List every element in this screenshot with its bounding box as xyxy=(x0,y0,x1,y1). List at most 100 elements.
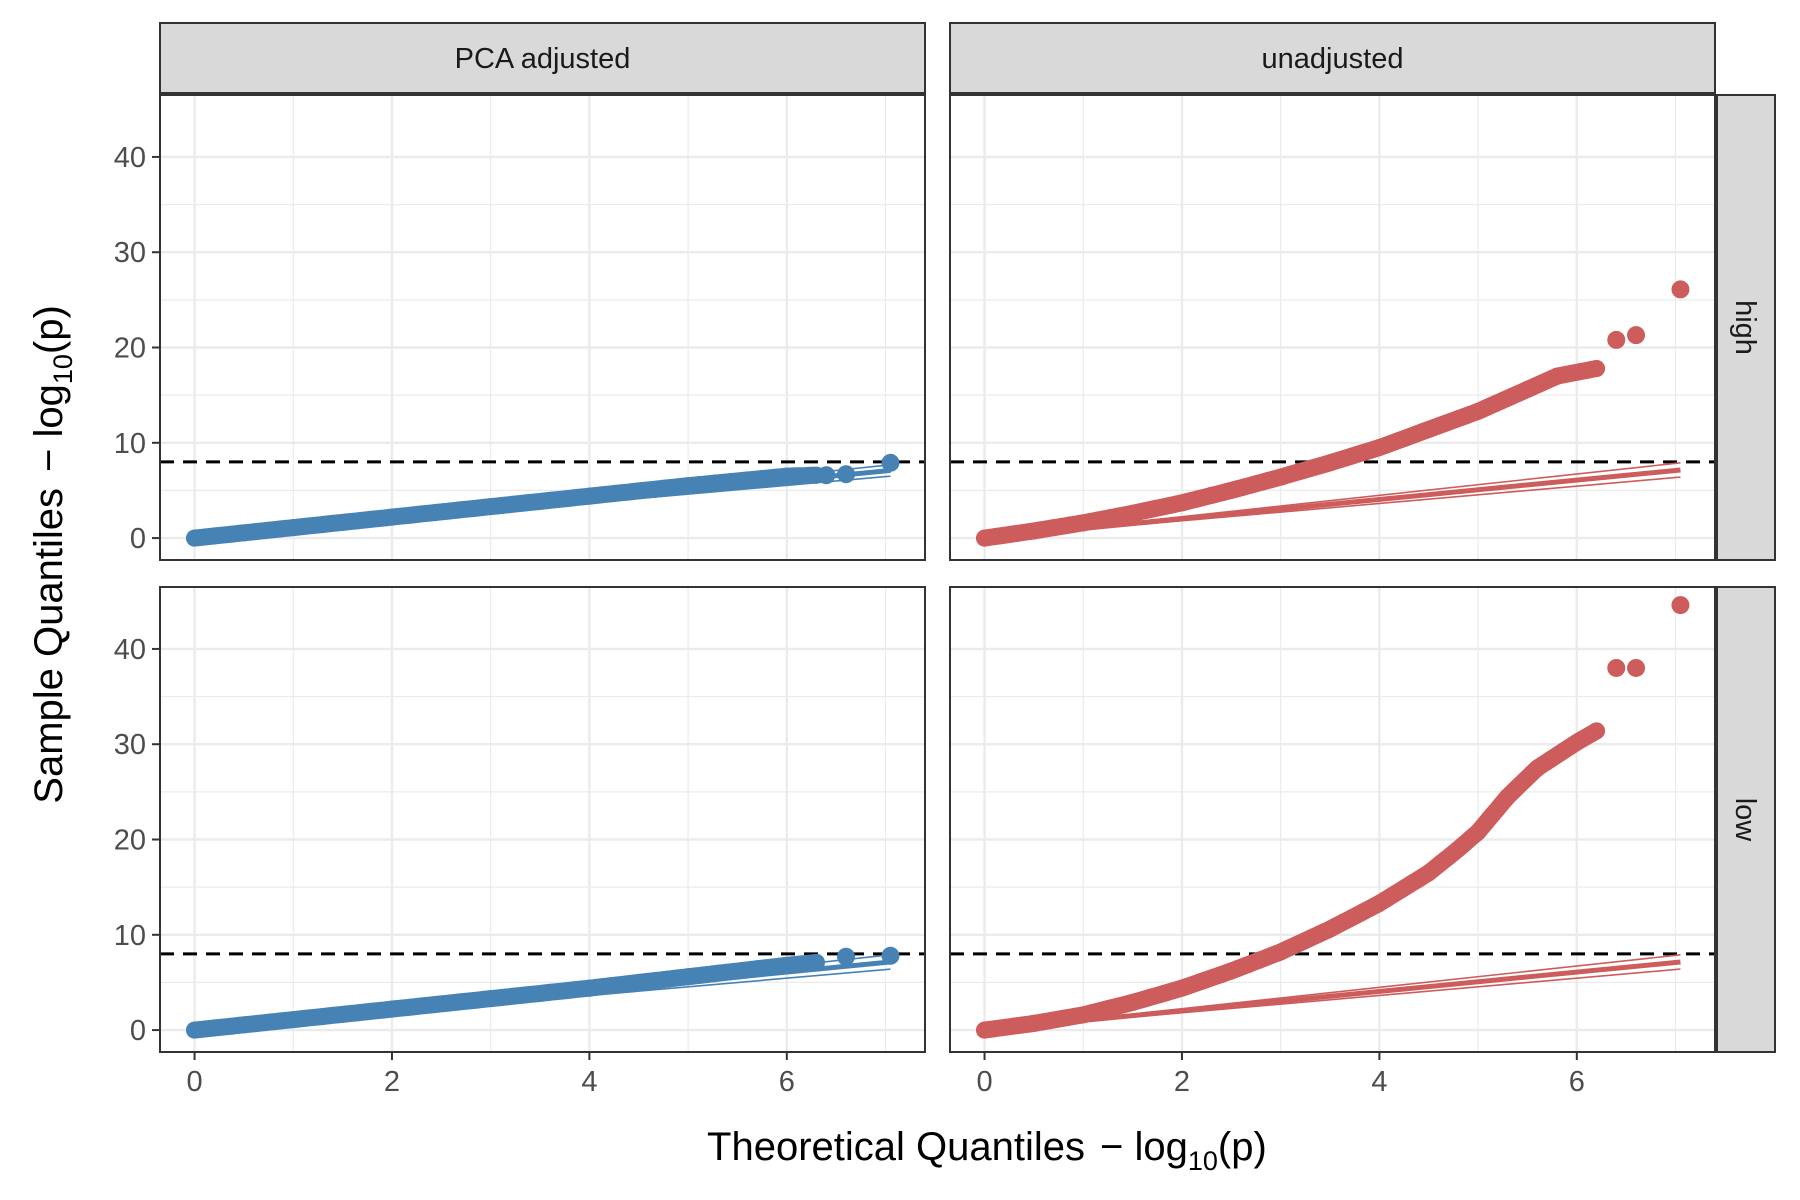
data-point xyxy=(1370,894,1388,912)
strip-pca-adjusted xyxy=(159,22,926,94)
panel-unadjusted-low xyxy=(949,586,1716,1053)
x-axis-suffix-prefix: − log xyxy=(1100,1125,1188,1169)
x-tick-label: 2 xyxy=(384,1066,400,1098)
data-point xyxy=(186,1021,204,1039)
y-axis-suffix-arg: (p) xyxy=(27,305,71,354)
data-point xyxy=(1173,979,1191,997)
data-point xyxy=(580,487,598,505)
data-point xyxy=(284,519,302,537)
data-point xyxy=(1124,504,1142,522)
panel-border xyxy=(159,94,926,561)
data-point xyxy=(1074,1006,1092,1024)
data-point xyxy=(1272,943,1290,961)
outlier-point xyxy=(1671,280,1690,299)
x-axis-suffix-arg: (p) xyxy=(1218,1125,1267,1169)
data-point xyxy=(976,529,994,547)
x-tick-label: 0 xyxy=(186,1066,202,1098)
data-point xyxy=(1370,439,1388,457)
ticks-layer: 0 2 4 6 0 2 4 6 0 10 20 30 40 0 10 20 30 40 xyxy=(114,142,1585,1098)
panel-pca-adjusted-high xyxy=(159,94,926,561)
panel-background xyxy=(160,587,925,1052)
y-tick-label: 20 xyxy=(114,333,146,365)
data-point xyxy=(1272,468,1290,486)
y-tick-label: 20 xyxy=(114,825,146,857)
data-point xyxy=(679,968,697,986)
outlier-point xyxy=(1627,326,1646,345)
data-point xyxy=(383,508,401,526)
data-point xyxy=(1548,367,1566,385)
data-point xyxy=(1518,380,1536,398)
x-tick-label: 4 xyxy=(1371,1066,1387,1098)
panel-unadjusted-high xyxy=(949,94,1716,561)
outlier-point xyxy=(837,465,856,484)
data-point xyxy=(284,1011,302,1029)
y-axis-suffix-subscript: 10 xyxy=(48,354,78,384)
y-tick-label: 0 xyxy=(130,1015,146,1047)
panel-background xyxy=(950,95,1715,560)
strip-label-high: high xyxy=(1729,300,1761,355)
outlier-point xyxy=(881,453,900,472)
strip-label-low: low xyxy=(1729,798,1761,843)
x-tick-label: 4 xyxy=(581,1066,597,1098)
panel-pca-adjusted-low xyxy=(159,586,926,1053)
data-point xyxy=(1469,402,1487,420)
data-point xyxy=(1588,359,1606,377)
data-point xyxy=(235,1016,253,1034)
y-tick-label: 30 xyxy=(114,237,146,269)
data-point xyxy=(679,477,697,495)
data-point xyxy=(1420,420,1438,438)
outlier-point xyxy=(1627,658,1646,677)
strip-low xyxy=(1716,586,1776,1053)
strips-layer: PCA adjusted unadjusted high low xyxy=(159,22,1776,1053)
x-axis-suffix: − log10(p) xyxy=(1100,1125,1267,1176)
y-tick-label: 0 xyxy=(130,523,146,555)
outlier-point xyxy=(1607,658,1626,677)
data-point xyxy=(383,1000,401,1018)
y-axis-suffix-prefix: − log xyxy=(27,384,71,472)
data-point xyxy=(1222,962,1240,980)
panels-layer xyxy=(159,94,1716,1053)
panel-border xyxy=(949,586,1716,1053)
data-point xyxy=(1469,823,1487,841)
data-point xyxy=(1499,788,1517,806)
x-tick-label: 6 xyxy=(1569,1066,1585,1098)
x-axis-title: Theoretical Quantiles xyxy=(707,1125,1085,1169)
x-tick-label: 2 xyxy=(1174,1066,1190,1098)
outlier-point xyxy=(1671,596,1690,615)
outlier-point xyxy=(881,946,900,965)
y-axis-title-group: Sample Quantiles − log10(p) xyxy=(27,305,78,804)
data-point xyxy=(976,1021,994,1039)
data-point xyxy=(580,979,598,997)
data-point xyxy=(778,956,796,974)
data-point xyxy=(1173,494,1191,512)
x-axis-suffix-subscript: 10 xyxy=(1188,1146,1218,1176)
y-axis-title: Sample Quantiles xyxy=(27,488,71,804)
data-point xyxy=(482,990,500,1008)
data-point xyxy=(1124,993,1142,1011)
y-axis-suffix: − log10(p) xyxy=(27,305,78,472)
data-point xyxy=(1588,722,1606,740)
data-point xyxy=(1420,864,1438,882)
strip-label-pca-adjusted: PCA adjusted xyxy=(455,43,631,75)
data-point xyxy=(482,498,500,516)
strip-unadjusted xyxy=(949,22,1716,94)
y-tick-label: 10 xyxy=(114,428,146,460)
x-tick-label: 0 xyxy=(976,1066,992,1098)
data-point xyxy=(186,529,204,547)
data-point xyxy=(1025,1014,1043,1032)
data-point xyxy=(807,953,825,971)
outlier-point xyxy=(837,947,856,966)
strip-label-unadjusted: unadjusted xyxy=(1262,43,1404,75)
x-tick-label: 6 xyxy=(779,1066,795,1098)
data-point xyxy=(1025,522,1043,540)
y-tick-label: 40 xyxy=(114,142,146,174)
data-point xyxy=(1568,733,1586,751)
y-tick-label: 30 xyxy=(114,729,146,761)
data-point xyxy=(1321,920,1339,938)
strip-high xyxy=(1716,94,1776,561)
outlier-point xyxy=(817,466,836,485)
data-point xyxy=(778,467,796,485)
data-point xyxy=(1528,759,1546,777)
data-point xyxy=(1074,514,1092,532)
